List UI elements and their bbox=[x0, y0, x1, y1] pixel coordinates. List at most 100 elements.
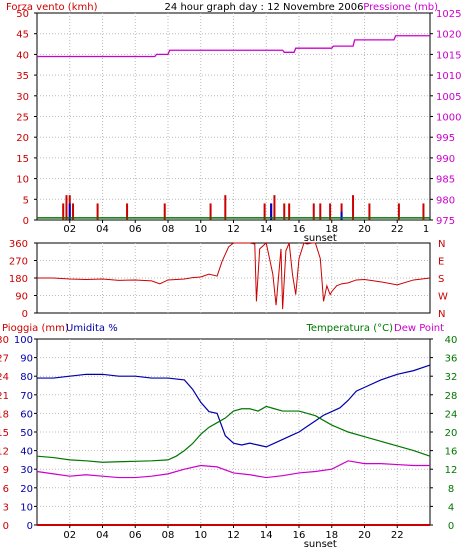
humidity-y-tick-label: 30 bbox=[20, 465, 33, 476]
humidity-y-tick-label: 100 bbox=[14, 335, 33, 346]
gust-bar bbox=[263, 203, 266, 220]
temp-x-tick-label: 16 bbox=[293, 530, 306, 541]
pressure-y-axis: 975 980 985 990 995 1000 1005 1010 1015 1020 1025 bbox=[430, 9, 461, 227]
humidity-y-tick-label: 90 bbox=[20, 354, 33, 365]
pressure-y-tick-label: 990 bbox=[436, 154, 455, 165]
gust-bar bbox=[397, 203, 400, 220]
wind-y-tick-label: 45 bbox=[16, 30, 29, 41]
rain-y-tick-label: 24 bbox=[0, 372, 9, 383]
humidity-axis-title: Umidita % bbox=[66, 323, 118, 334]
pressure-y-tick-label: 985 bbox=[436, 175, 455, 186]
temperature-y-tick-label: 20 bbox=[445, 428, 458, 439]
temp-x-axis: 02 04 06 08 10 12 14 16 18 20 22 bbox=[63, 525, 404, 541]
humidity-y-tick-label: 10 bbox=[20, 502, 33, 513]
pressure-y-tick-label: 975 bbox=[436, 216, 455, 227]
rain-y-axis: 0 3 6 9 12 15 18 21 24 27 30 bbox=[0, 335, 9, 532]
compass-label: N bbox=[438, 309, 445, 320]
gust-bar bbox=[288, 203, 291, 220]
wind-x-tick-label: 14 bbox=[260, 224, 273, 235]
wind-direction-line bbox=[37, 242, 431, 310]
direction-y-tick-label: 90 bbox=[15, 292, 28, 303]
dewpoint-axis-title: Dew Point bbox=[394, 323, 444, 334]
wind-x-tick-label: 06 bbox=[129, 224, 142, 235]
temp-x-tick-label: 02 bbox=[63, 530, 76, 541]
gust-bar bbox=[224, 195, 227, 220]
temp-humidity-panel: 036912151821242730 010203040506070809010… bbox=[0, 323, 457, 550]
wind-x-tick-label: 02 bbox=[63, 224, 76, 235]
temperature-y-tick-label: 4 bbox=[448, 502, 454, 513]
pressure-y-tick-label: 1015 bbox=[436, 50, 461, 61]
gust-bar bbox=[72, 203, 75, 220]
temp-grid bbox=[37, 339, 430, 525]
humidity-y-tick-label: 60 bbox=[20, 409, 33, 420]
pressure-y-tick-label: 1000 bbox=[436, 113, 461, 124]
temp-x-tick-label: 20 bbox=[358, 530, 371, 541]
temp-x-tick-label: 12 bbox=[227, 530, 240, 541]
gust-bar bbox=[209, 203, 212, 220]
temperature-y-tick-label: 12 bbox=[445, 465, 458, 476]
temperature-y-tick-label: 32 bbox=[445, 372, 458, 383]
wind-x-end-tick: 1 bbox=[423, 224, 429, 235]
direction-y-tick-label: 0 bbox=[22, 309, 28, 320]
compass-label: E bbox=[438, 257, 444, 268]
wind-x-tick-label: 10 bbox=[194, 224, 207, 235]
temperature-y-axis: 0 4 8 12 16 20 24 28 32 36 40 bbox=[430, 335, 457, 532]
humidity-y-tick-label: 80 bbox=[20, 372, 33, 383]
gust-bar bbox=[126, 203, 129, 220]
compass-label: W bbox=[438, 292, 448, 303]
wind-plot-frame bbox=[36, 12, 431, 221]
compass-label: S bbox=[438, 274, 444, 285]
humidity-y-tick-label: 0 bbox=[27, 521, 33, 532]
wind-x-axis: 02 04 06 08 10 12 14 16 18 20 22 bbox=[63, 220, 404, 235]
temperature-y-tick-label: 36 bbox=[445, 354, 458, 365]
pressure-y-tick-label: 1020 bbox=[436, 30, 461, 41]
gust-bar bbox=[283, 203, 286, 220]
gust-bar bbox=[368, 203, 371, 220]
temperature-y-tick-label: 16 bbox=[445, 447, 458, 458]
gust-bar bbox=[352, 195, 355, 220]
rain-axis-title: Pioggia (mm) bbox=[2, 323, 69, 334]
gust-bar bbox=[312, 203, 315, 220]
rain-y-tick-label: 12 bbox=[0, 447, 9, 458]
humidity-y-tick-label: 40 bbox=[20, 447, 33, 458]
rain-y-tick-label: 18 bbox=[0, 409, 9, 420]
rain-y-tick-label: 27 bbox=[0, 354, 9, 365]
wind-sunset-label: sunset bbox=[304, 233, 337, 244]
wind-y-axis: 0 5 10 15 20 25 30 35 40 45 50 bbox=[16, 9, 37, 227]
compass-label: N bbox=[438, 239, 445, 250]
wind-y-tick-label: 5 bbox=[23, 195, 29, 206]
wind-axis-title: Forza vento (kmh) bbox=[6, 2, 98, 13]
rain-y-tick-label: 15 bbox=[0, 428, 9, 439]
gust-bar bbox=[273, 195, 276, 220]
wind-series bbox=[37, 35, 430, 220]
gust-bar bbox=[62, 203, 65, 220]
pressure-y-tick-label: 1010 bbox=[436, 71, 461, 82]
gust-bar bbox=[422, 203, 425, 220]
wind-x-tick-label: 18 bbox=[325, 224, 338, 235]
temperature-axis-title: Temperatura (°C) bbox=[305, 323, 393, 334]
wind-y-tick-label: 10 bbox=[16, 175, 29, 186]
direction-y-tick-label: 270 bbox=[9, 257, 28, 268]
chart-title: 24 hour graph day : 12 Novembre 2006 bbox=[165, 2, 364, 13]
rain-y-tick-label: 0 bbox=[3, 521, 9, 532]
direction-series bbox=[37, 242, 431, 310]
temperature-y-tick-label: 40 bbox=[445, 335, 458, 346]
temp-x-tick-label: 18 bbox=[325, 530, 338, 541]
rain-y-tick-label: 3 bbox=[3, 502, 9, 513]
wind-x-tick-label: 08 bbox=[162, 224, 175, 235]
wind-x-tick-label: 20 bbox=[358, 224, 371, 235]
gust-bar bbox=[329, 203, 332, 220]
pressure-y-tick-label: 1025 bbox=[436, 9, 461, 20]
humidity-y-tick-label: 70 bbox=[20, 391, 33, 402]
avg-wind-bar bbox=[68, 203, 71, 220]
wind-x-tick-label: 12 bbox=[227, 224, 240, 235]
rain-y-tick-label: 9 bbox=[3, 465, 9, 476]
temperature-line bbox=[36, 405, 431, 463]
dewpoint-line bbox=[36, 460, 430, 479]
wind-y-tick-label: 0 bbox=[23, 216, 29, 227]
pressure-axis-title: Pressione (mb) bbox=[363, 2, 438, 13]
